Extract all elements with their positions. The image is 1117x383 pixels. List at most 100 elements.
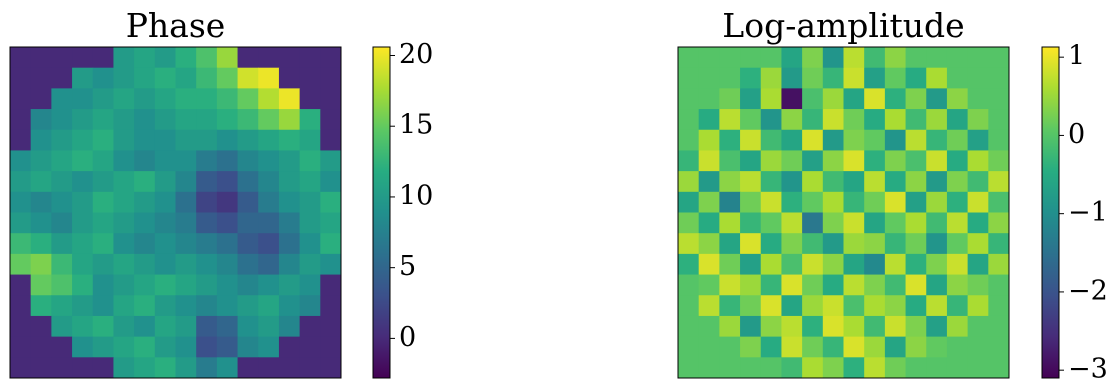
heatmap-cell bbox=[988, 67, 1010, 89]
heatmap-cell bbox=[719, 357, 741, 379]
heatmap-cell bbox=[10, 171, 32, 193]
heatmap-cell bbox=[905, 88, 927, 110]
heatmap-cell bbox=[92, 295, 114, 317]
heatmap-cell bbox=[237, 129, 259, 151]
heatmap-cell bbox=[822, 253, 844, 276]
colorbar bbox=[1041, 46, 1060, 379]
heatmap-cell bbox=[967, 212, 989, 234]
heatmap-cell bbox=[905, 315, 927, 338]
heatmap-cell bbox=[884, 233, 907, 255]
heatmap-cell bbox=[72, 150, 94, 172]
heatmap-cell bbox=[802, 129, 824, 151]
heatmap-cell bbox=[154, 67, 176, 89]
heatmap-cell bbox=[967, 315, 989, 338]
heatmap-cell bbox=[134, 274, 156, 296]
heatmap-cell bbox=[822, 109, 844, 131]
heatmap-cell bbox=[72, 315, 94, 338]
heatmap-cell bbox=[237, 315, 259, 338]
heatmap-cell bbox=[154, 150, 176, 172]
heatmap-cell bbox=[946, 233, 969, 255]
heatmap-cell bbox=[51, 47, 73, 69]
heatmap-cell bbox=[760, 47, 782, 69]
heatmap-cell bbox=[196, 67, 218, 89]
heatmap-cell bbox=[988, 150, 1010, 172]
heatmap-cell bbox=[154, 253, 176, 276]
heatmap-cell bbox=[258, 171, 280, 193]
colorbar bbox=[372, 46, 391, 379]
heatmap-cell bbox=[30, 212, 52, 234]
heatmap-cell bbox=[843, 129, 865, 151]
heatmap-cell bbox=[967, 233, 989, 255]
heatmap-cell bbox=[278, 47, 301, 69]
heatmap-cell bbox=[802, 295, 824, 317]
heatmap-cell bbox=[216, 47, 239, 69]
heatmap-cell bbox=[678, 47, 700, 69]
heatmap-cell bbox=[926, 274, 948, 296]
heatmap-cell bbox=[760, 67, 782, 89]
heatmap-cell bbox=[51, 295, 73, 317]
heatmap-cell bbox=[698, 274, 720, 296]
heatmap-cell bbox=[320, 274, 342, 296]
heatmap-cell bbox=[988, 336, 1010, 358]
heatmap-cell bbox=[237, 67, 259, 89]
heatmap-cell bbox=[72, 233, 94, 255]
heatmap-cell bbox=[781, 336, 803, 358]
heatmap-cell bbox=[237, 150, 259, 172]
heatmap-cell bbox=[320, 47, 342, 69]
heatmap-cell bbox=[760, 274, 782, 296]
heatmap-cell bbox=[113, 336, 135, 358]
colorbar-tick-label: 0 bbox=[399, 322, 416, 353]
heatmap-cell bbox=[905, 274, 927, 296]
heatmap-cell bbox=[719, 233, 741, 255]
heatmap-cell bbox=[884, 88, 907, 110]
heatmap-cell bbox=[134, 88, 156, 110]
heatmap-cell bbox=[988, 233, 1010, 255]
heatmap-cell bbox=[92, 233, 114, 255]
heatmap-cell bbox=[967, 253, 989, 276]
heatmap-cell bbox=[154, 274, 176, 296]
heatmap-cell bbox=[760, 336, 782, 358]
heatmap-cell bbox=[10, 150, 32, 172]
heatmap-cell bbox=[926, 357, 948, 379]
heatmap-cell bbox=[237, 171, 259, 193]
heatmap-cell bbox=[802, 233, 824, 255]
heatmap-cell bbox=[781, 212, 803, 234]
chart-title: Phase bbox=[126, 6, 226, 45]
heatmap-cell bbox=[719, 88, 741, 110]
heatmap-cell bbox=[30, 67, 52, 89]
heatmap-cell bbox=[196, 88, 218, 110]
heatmap-cell bbox=[92, 315, 114, 338]
heatmap-cell bbox=[10, 295, 32, 317]
heatmap-cell bbox=[72, 336, 94, 358]
heatmap-cell bbox=[154, 212, 176, 234]
heatmap-cell bbox=[678, 274, 700, 296]
heatmap-cell bbox=[926, 212, 948, 234]
heatmap-cell bbox=[72, 357, 94, 379]
heatmap-cell bbox=[802, 253, 824, 276]
heatmap-cell bbox=[92, 109, 114, 131]
heatmap-cell bbox=[10, 109, 32, 131]
heatmap-cell bbox=[51, 191, 73, 213]
heatmap-cell bbox=[802, 171, 824, 193]
heatmap-cell bbox=[51, 315, 73, 338]
colorbar-tick-label: 5 bbox=[399, 251, 416, 282]
heatmap-cell bbox=[278, 212, 301, 234]
heatmap-cell bbox=[926, 67, 948, 89]
heatmap-cell bbox=[698, 315, 720, 338]
heatmap-cell bbox=[216, 129, 239, 151]
heatmap-cell bbox=[698, 47, 720, 69]
heatmap-cell bbox=[946, 212, 969, 234]
heatmap-cell bbox=[30, 315, 52, 338]
heatmap-cell bbox=[278, 357, 301, 379]
heatmap-cell bbox=[967, 295, 989, 317]
heatmap-cell bbox=[802, 191, 824, 213]
heatmap-cell bbox=[843, 336, 865, 358]
heatmap-cell bbox=[760, 129, 782, 151]
heatmap-cell bbox=[781, 233, 803, 255]
heatmap-cell bbox=[719, 212, 741, 234]
heatmap-cell bbox=[946, 274, 969, 296]
heatmap-cell bbox=[740, 274, 762, 296]
heatmap-cell bbox=[864, 233, 886, 255]
heatmap-cell bbox=[781, 88, 803, 110]
heatmap-cell bbox=[237, 212, 259, 234]
